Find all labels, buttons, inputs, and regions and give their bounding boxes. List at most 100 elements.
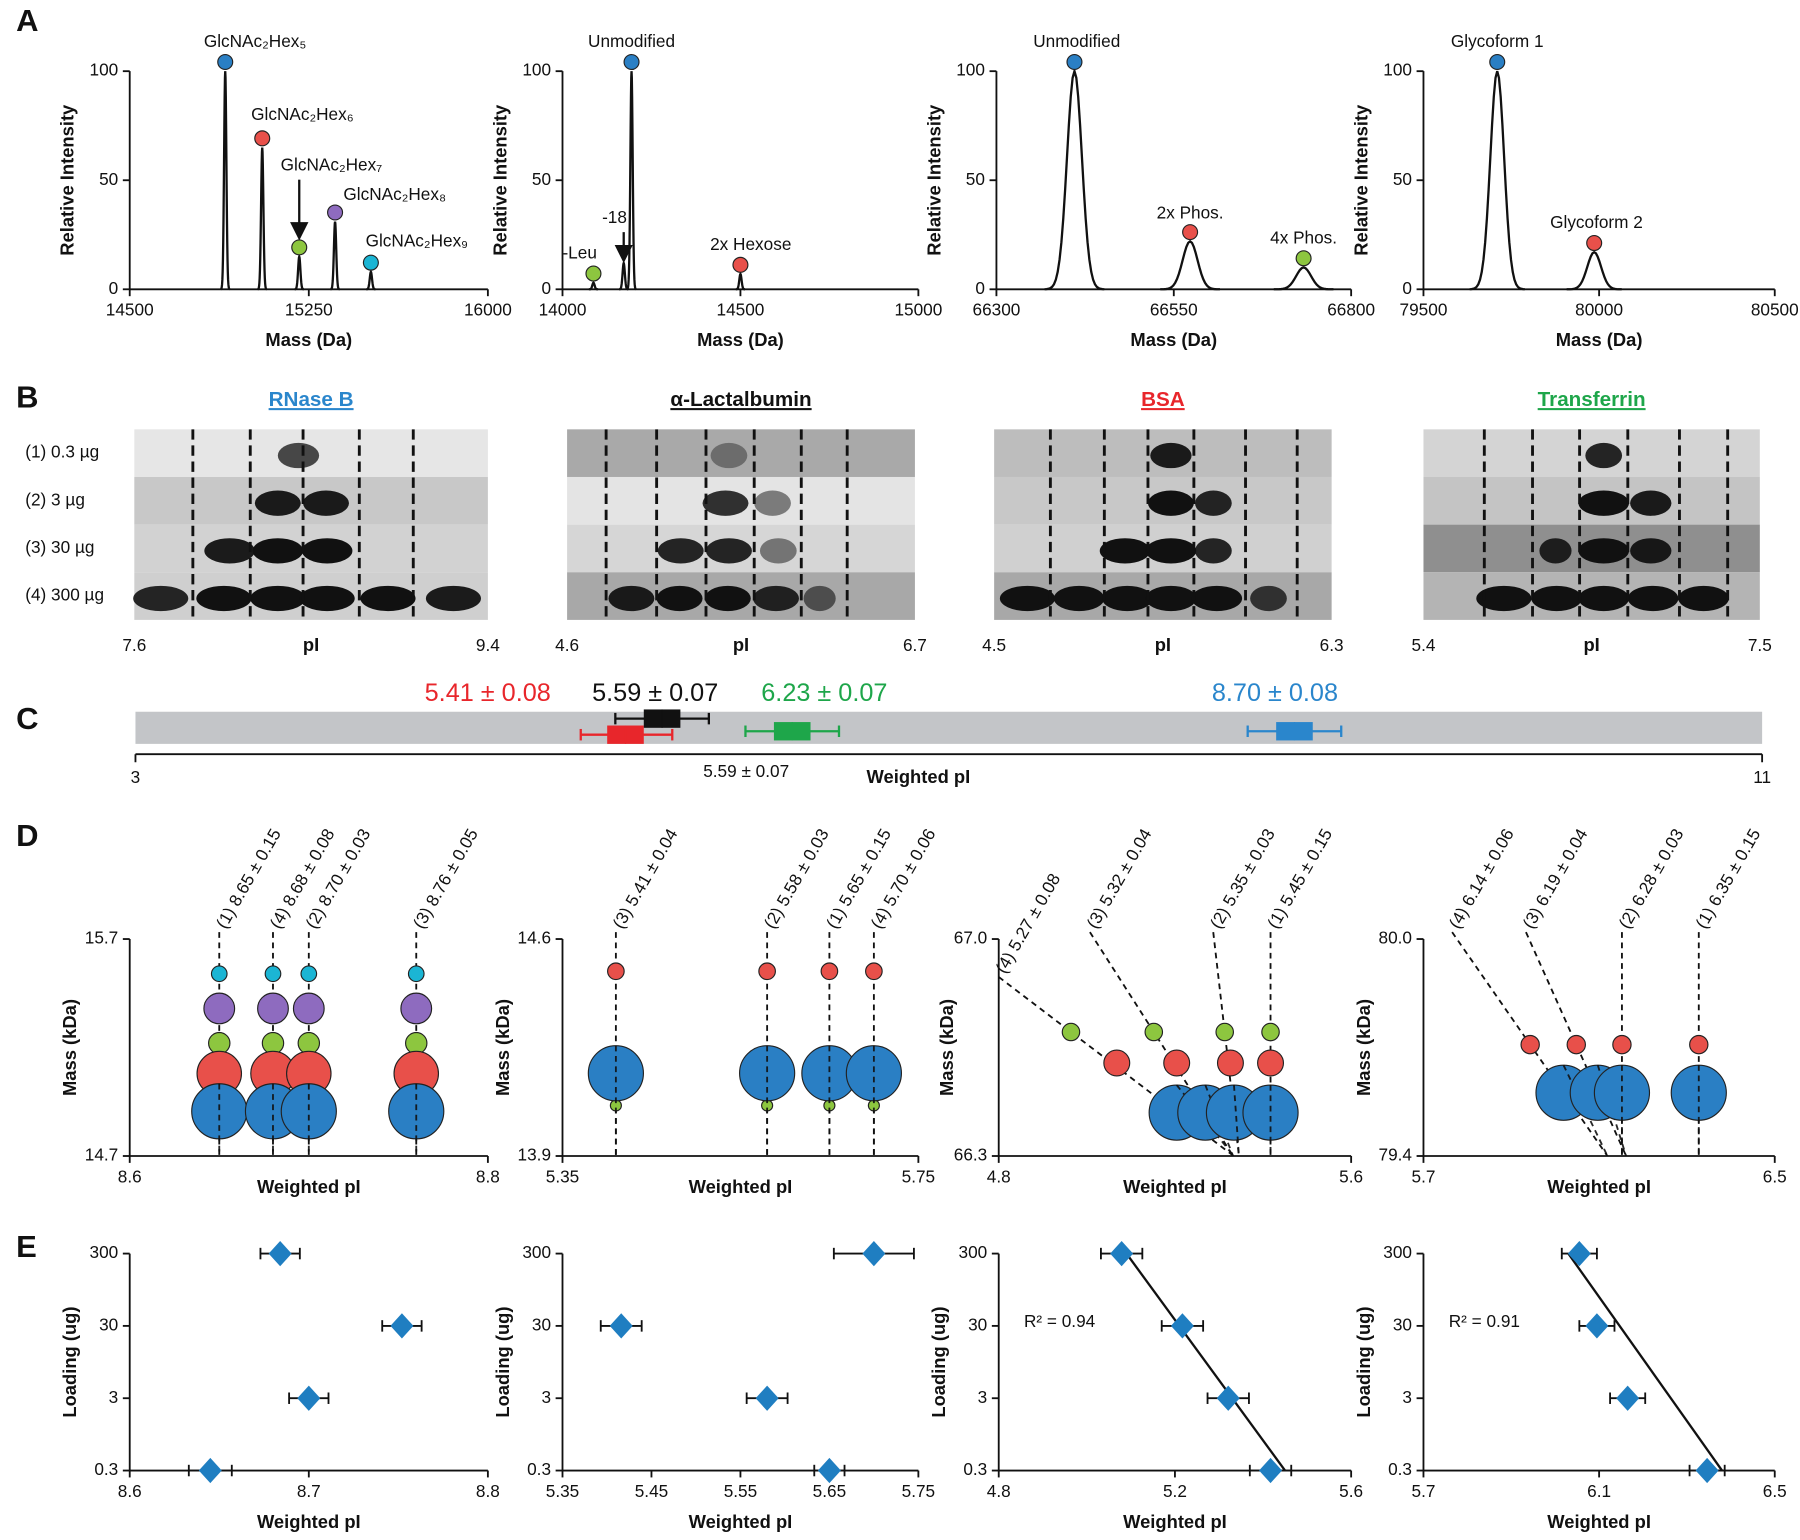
x-tick-label: 5.35 [546,1481,579,1501]
x-tick-label: 79500 [1400,300,1448,320]
y-tick-label: 0 [109,278,119,298]
gel-band [277,442,320,469]
annotation: R² = 0.94 [1024,1311,1096,1331]
y-tick-label: 30 [968,1314,987,1334]
column-label: (3) 5.41 ± 0.04 [608,825,681,932]
y-tick-label: 66.3 [954,1145,987,1165]
y-tick-label: 79.4 [1379,1145,1413,1165]
x-axis-label: Mass (Da) [697,329,784,350]
x-tick-label: 8.8 [476,1166,500,1186]
fit-line [1567,1252,1723,1472]
y-tick-label: 0.3 [527,1459,551,1479]
y-tick-label: 0 [541,278,551,298]
gel-band [1250,585,1287,612]
x-axis-label: pI [733,634,749,655]
gel-title: RNase B [269,388,354,411]
peak-marker [217,53,234,71]
row-label: (2) 3 µg [25,489,85,509]
column-line-overlay [1204,1084,1234,1157]
peak [366,269,376,291]
peak-label: 2x Hexose [710,234,791,254]
x-tick-label: 14500 [717,300,765,320]
point [755,1385,779,1411]
gel-band [704,585,751,612]
peak-label: Unmodified [588,31,675,51]
y-tick-label: 100 [90,60,119,80]
point [390,1313,414,1339]
y-tick-label: 300 [522,1242,551,1262]
peak [1469,70,1525,291]
column-label: (3) 5.32 ± 0.04 [1082,825,1155,932]
y-tick-label: 14.6 [518,928,551,948]
peak-marker [1066,53,1083,71]
peak [619,259,629,291]
y-axis-label: Mass (kDa) [492,999,513,1096]
x-tick-label: 5.55 [724,1481,757,1501]
gel-band [133,585,189,612]
peak-label: Glycoform 1 [1451,31,1544,51]
gel-band [1102,585,1153,612]
range-band [135,711,1763,744]
y-axis-label: Relative Intensity [57,104,78,256]
y-axis-label: Loading (ug) [928,1306,949,1417]
gel-band [1627,585,1679,612]
x-tick-label: 5.7 [1412,1481,1436,1501]
y-tick-label: 30 [99,1314,118,1334]
y-tick-label: 300 [959,1242,988,1262]
y-tick-label: 3 [978,1387,988,1407]
x-tick-label: 5.6 [1339,1166,1363,1186]
x-tick-label: 6.3 [1320,635,1344,655]
point [1110,1240,1134,1267]
panel-label: E [16,1229,37,1264]
x-axis-label: pI [1583,634,1599,655]
bubble [1103,1049,1131,1077]
point [862,1240,886,1267]
y-tick-label: 50 [532,169,551,189]
x-tick-label: 8.6 [118,1166,142,1186]
fit-line [1125,1252,1286,1472]
bubble [257,992,289,1025]
bubble [1215,1022,1235,1042]
gel-band [252,538,304,564]
x-tick-label: 7.6 [122,635,146,655]
peak-label: -18 [602,207,627,227]
x-axis-label: pI [1155,634,1171,655]
panel-label: D [16,818,38,853]
y-tick-label: 300 [90,1242,119,1262]
gel-band [303,490,349,516]
x-axis-label: pI [303,634,319,655]
peak-marker [291,239,308,256]
bubble [1566,1034,1586,1055]
peak [588,281,599,291]
x-tick-label: 8.7 [297,1481,321,1501]
peak-label: GlcNAc₂Hex₅ [204,31,307,51]
x-tick-label: 5.75 [902,1481,935,1501]
gel-band [608,585,655,612]
peak-marker [1182,224,1199,241]
x-axis-label: Weighted pI [1123,1176,1227,1197]
x-axis-label: Mass (Da) [265,329,352,350]
x-axis-label: Weighted pI [257,1176,361,1197]
gel-band [803,585,836,612]
point [1567,1240,1591,1267]
peak-marker [732,256,749,273]
gel-band [710,442,748,469]
y-tick-label: 13.9 [518,1145,551,1165]
bubble [203,992,236,1025]
bubble [400,992,433,1025]
gel-band [1145,538,1197,564]
y-axis-label: Relative Intensity [923,104,944,256]
panel-label: A [16,3,38,38]
peak-marker [585,265,602,282]
x-tick-label: 5.75 [902,1166,935,1186]
gel-title: Transferrin [1538,388,1646,411]
y-tick-label: 50 [966,169,985,189]
bubble [1163,1049,1191,1077]
gel-band [1678,585,1729,612]
x-axis-label: Weighted pI [1547,1511,1651,1532]
peak [1044,66,1105,291]
peak-label: 2x Phos. [1157,202,1224,222]
point [198,1457,222,1484]
y-tick-label: 80.0 [1379,928,1412,948]
